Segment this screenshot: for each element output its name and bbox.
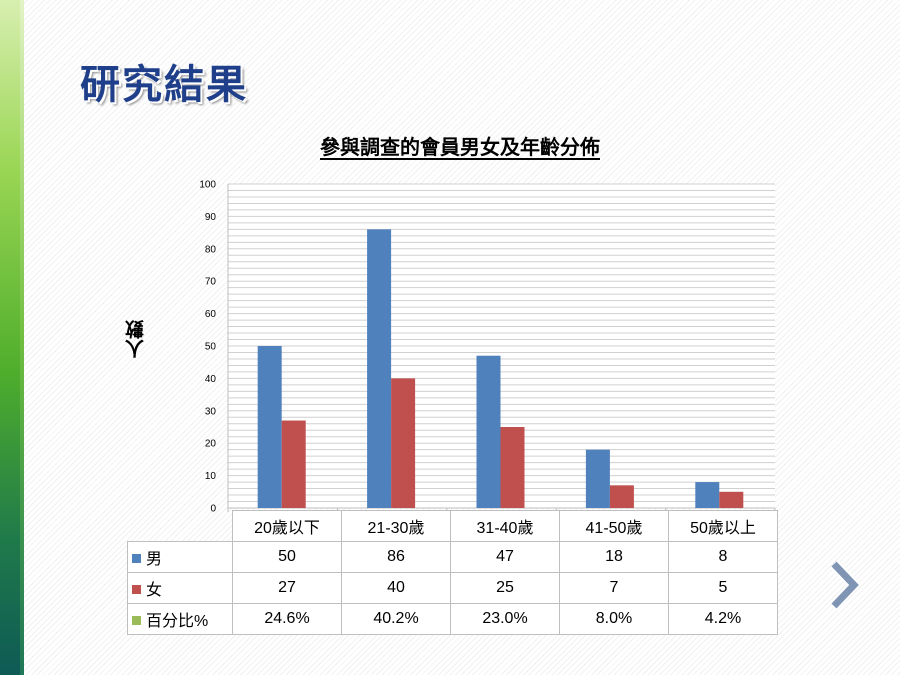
table-corner <box>127 510 233 542</box>
table-row: 百分比% 24.6% 40.2% 23.0% 8.0% 4.2% <box>127 603 778 635</box>
bar-female <box>719 491 744 508</box>
chart-title: 參與調查的會員男女及年齡分佈 <box>320 135 600 159</box>
table-cell: 23.0% <box>450 603 560 635</box>
y-tick-label: 30 <box>205 406 217 417</box>
bar-female <box>391 378 416 508</box>
y-tick-label: 100 <box>199 180 216 191</box>
chevron-right-icon <box>830 560 862 610</box>
table-cell: 8.0% <box>559 603 669 635</box>
table-row: 女 27 40 25 7 5 <box>127 572 778 604</box>
series-name: 百分比% <box>146 613 209 630</box>
table-series-label: 百分比% <box>127 603 233 635</box>
table-row: 男 50 86 47 18 8 <box>127 541 778 573</box>
data-table: 20歲以下 21-30歲 31-40歲 41-50歲 50歲以上 男 50 86… <box>127 510 778 635</box>
bar-male <box>585 449 610 508</box>
table-cell: 25 <box>450 572 560 604</box>
table-cell: 8 <box>668 541 778 573</box>
table-series-label: 女 <box>127 572 233 604</box>
table-cell: 7 <box>559 572 669 604</box>
table-header-row: 20歲以下 21-30歲 31-40歲 41-50歲 50歲以上 <box>127 510 778 542</box>
table-series-label: 男 <box>127 541 233 573</box>
table-category: 50歲以上 <box>668 510 778 542</box>
table-cell: 24.6% <box>232 603 342 635</box>
series-name: 男 <box>146 551 163 568</box>
series-name: 女 <box>146 582 163 599</box>
table-category: 41-50歲 <box>559 510 669 542</box>
y-tick-label: 0 <box>210 504 216 515</box>
bar-male <box>367 229 392 509</box>
table-cell: 4.2% <box>668 603 778 635</box>
table-cell: 27 <box>232 572 342 604</box>
left-decor-highlight <box>20 0 24 675</box>
bar-female <box>500 427 525 508</box>
bar-male <box>257 346 282 508</box>
bar-female <box>609 485 634 508</box>
legend-swatch-female <box>132 585 141 594</box>
table-cell: 40.2% <box>341 603 451 635</box>
y-tick-label: 80 <box>205 244 217 255</box>
table-category: 21-30歲 <box>341 510 451 542</box>
legend-swatch-percent <box>132 616 141 625</box>
bar-male <box>695 482 720 508</box>
legend-swatch-male <box>132 554 141 563</box>
y-tick-label: 40 <box>205 374 217 385</box>
y-tick-label: 20 <box>205 439 217 450</box>
slide-title: 研究結果 <box>80 61 248 108</box>
table-category: 20歲以下 <box>232 510 342 542</box>
table-category: 31-40歲 <box>450 510 560 542</box>
table-cell: 18 <box>559 541 669 573</box>
y-tick-label: 50 <box>205 342 217 353</box>
table-cell: 5 <box>668 572 778 604</box>
next-slide-button[interactable] <box>826 560 862 610</box>
y-tick-label: 90 <box>205 212 217 223</box>
y-tick-label: 60 <box>205 309 217 320</box>
table-cell: 86 <box>341 541 451 573</box>
bar-male <box>476 355 501 508</box>
table-cell: 50 <box>232 541 342 573</box>
bar-female <box>281 420 306 508</box>
y-tick-label: 10 <box>205 471 217 482</box>
table-cell: 47 <box>450 541 560 573</box>
y-tick-label: 70 <box>205 277 217 288</box>
table-cell: 40 <box>341 572 451 604</box>
